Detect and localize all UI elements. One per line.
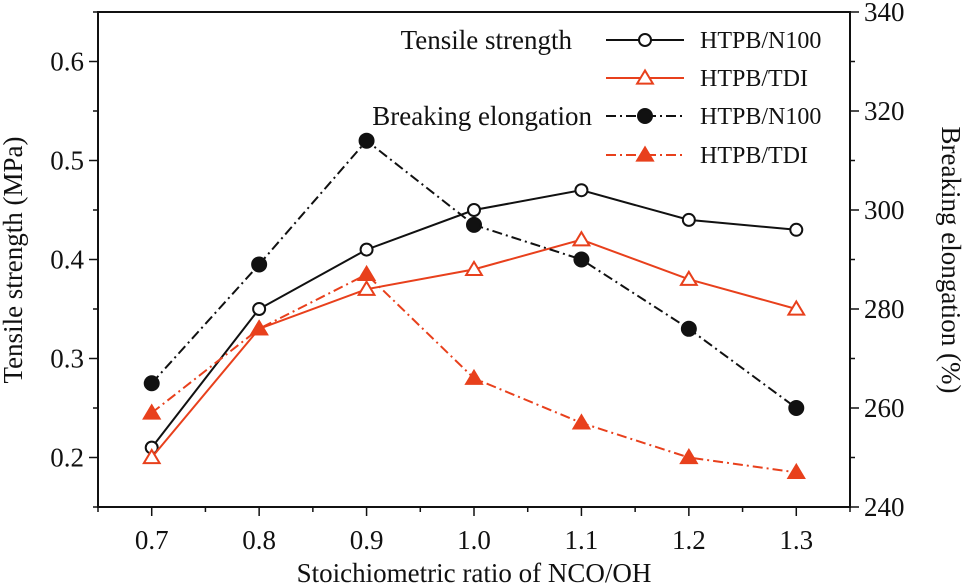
data-point-tensile-htpb-n100 (681, 212, 696, 227)
x-tick-label: 1.0 (457, 525, 491, 555)
x-tick-label: 1.2 (672, 525, 706, 555)
legend-label: HTPB/TDI (700, 66, 808, 92)
left-axis-title: Tensile strength (MPa) (0, 136, 28, 383)
left-tick-label: 0.3 (50, 344, 84, 374)
right-tick-label: 300 (864, 195, 905, 225)
legend-marker-elongation-htpb-n100 (637, 108, 653, 124)
data-point-elongation-htpb-tdi (679, 448, 699, 465)
legend-label: HTPB/N100 (700, 28, 821, 54)
data-point-tensile-htpb-n100 (359, 242, 374, 257)
left-y-axis: 0.2 0.3 0.4 0.5 0.6 (50, 11, 98, 508)
legend-label: HTPB/TDI (700, 143, 808, 169)
series-elongation-htpb-n100 (143, 132, 805, 416)
data-point-tensile-htpb-tdi (464, 259, 484, 277)
legend-marker-tensile-htpb-n100 (638, 33, 652, 47)
x-tick-label: 0.7 (135, 525, 169, 555)
right-tick-label: 280 (864, 294, 905, 324)
left-tick-label: 0.5 (50, 146, 84, 176)
legend-label: HTPB/N100 (700, 104, 821, 130)
x-tick-label: 0.9 (350, 525, 384, 555)
legend-marker-elongation-htpb-tdi (635, 145, 655, 162)
data-point-elongation-htpb-tdi (786, 462, 806, 479)
series-tensile-htpb-n100 (144, 183, 804, 455)
x-axis-title: Stoichiometric ratio of NCO/OH (297, 558, 652, 588)
right-axis-title: Breaking elongation (%) (936, 127, 963, 394)
series-tensile-htpb-tdi (142, 230, 806, 465)
data-point-tensile-htpb-tdi (571, 230, 592, 247)
right-tick-label: 260 (864, 393, 905, 423)
data-point-elongation-htpb-n100 (251, 256, 268, 273)
series-layer (142, 132, 806, 479)
right-tick-label: 240 (864, 492, 905, 522)
legend: Tensile strength HTPB/N100 HTPB/TDI Breakin… (372, 25, 821, 169)
data-point-tensile-htpb-n100 (467, 203, 481, 217)
data-point-elongation-htpb-n100 (358, 132, 375, 149)
data-point-elongation-htpb-tdi (249, 319, 269, 336)
legend-heading: Breaking elongation (372, 101, 592, 131)
data-point-elongation-htpb-n100 (466, 216, 482, 233)
x-tick-label: 1.1 (565, 525, 599, 555)
data-point-tensile-htpb-tdi (679, 269, 699, 286)
data-point-elongation-htpb-tdi (356, 264, 377, 281)
data-point-elongation-htpb-tdi (464, 368, 484, 385)
data-point-elongation-htpb-tdi (142, 403, 162, 420)
series-elongation-htpb-tdi (142, 264, 806, 479)
right-tick-label: 320 (864, 96, 905, 126)
x-tick-label: 1.3 (779, 525, 813, 555)
x-axis: 0.7 0.8 0.9 1.0 1.1 1.2 1.3 (97, 507, 851, 555)
data-point-elongation-htpb-n100 (788, 400, 805, 416)
left-tick-label: 0.6 (50, 47, 84, 77)
right-tick-label: 340 (864, 0, 905, 27)
x-tick-label: 0.8 (242, 525, 276, 555)
data-point-tensile-htpb-tdi (356, 279, 377, 296)
left-tick-label: 0.4 (50, 245, 84, 275)
left-tick-label: 0.2 (50, 443, 84, 473)
legend-marker-tensile-htpb-tdi (635, 68, 655, 85)
right-y-axis: 240 260 280 300 320 340 (850, 0, 905, 522)
data-point-elongation-htpb-tdi (571, 413, 592, 430)
data-point-tensile-htpb-n100 (574, 183, 589, 198)
legend-heading: Tensile strength (401, 25, 573, 55)
data-point-tensile-htpb-n100 (789, 222, 804, 237)
data-point-elongation-htpb-n100 (143, 375, 160, 392)
data-point-elongation-htpb-n100 (573, 251, 590, 268)
data-point-tensile-htpb-tdi (142, 448, 162, 465)
data-point-tensile-htpb-n100 (252, 302, 267, 316)
data-point-tensile-htpb-tdi (786, 299, 806, 316)
data-point-elongation-htpb-n100 (680, 320, 697, 337)
